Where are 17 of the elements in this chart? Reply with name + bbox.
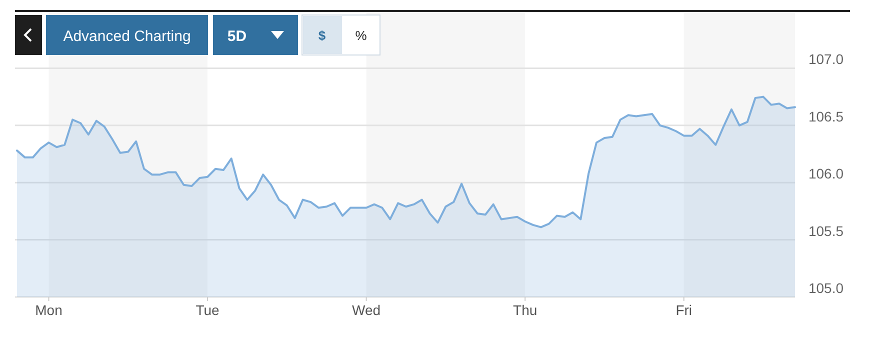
text-button: Advanced Charting <box>46 15 208 55</box>
dropdown-button: 5D <box>213 15 298 55</box>
y-tick-label: 105.0 <box>808 280 844 296</box>
annotation: % <box>355 28 368 43</box>
y-tick-label: 107.0 <box>808 51 844 68</box>
toggle-button: $ % <box>302 14 380 56</box>
y-tick-label: 106.5 <box>808 108 844 124</box>
x-tick-label: Tue <box>196 302 220 318</box>
x-tick-label: Mon <box>35 302 62 318</box>
x-tick-label: Fri <box>676 302 692 318</box>
y-tick-label: 105.5 <box>808 222 844 239</box>
x-tick-label: Wed <box>352 302 381 318</box>
y-tick-label: 106.0 <box>808 166 844 182</box>
x-tick-label: Thu <box>513 302 538 318</box>
annotation: 5D <box>227 28 247 45</box>
annotation: $ <box>318 28 326 43</box>
annotation: Advanced Charting <box>63 28 191 45</box>
